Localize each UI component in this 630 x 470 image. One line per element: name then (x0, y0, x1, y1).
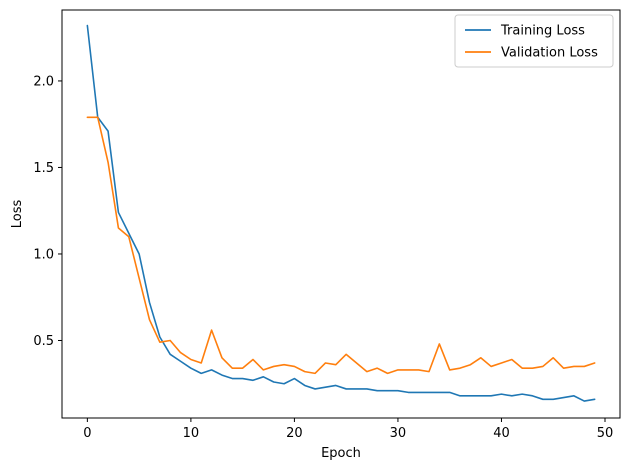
y-tick-label: 2.0 (33, 74, 54, 89)
y-axis-label: Loss (10, 200, 25, 229)
x-tick-label: 50 (597, 426, 614, 441)
legend: Training Loss Validation Loss (454, 14, 614, 68)
legend-label: Validation Loss (501, 46, 598, 61)
plot-frame (61, 9, 621, 419)
validation-loss-line (86, 116, 596, 375)
x-axis-ticks: 0 10 20 30 40 50 (83, 418, 613, 441)
y-tick-label: 1.0 (33, 247, 54, 262)
x-tick-label: 10 (183, 426, 200, 441)
x-tick-label: 30 (390, 426, 407, 441)
y-tick-label: 1.5 (33, 161, 54, 176)
legend-label: Training Loss (500, 24, 585, 39)
y-axis-ticks: 0.5 1.0 1.5 2.0 (33, 74, 62, 349)
training-loss-line (86, 24, 596, 402)
x-tick-label: 20 (286, 426, 303, 441)
x-tick-label: 0 (83, 426, 91, 441)
series-layer (86, 24, 596, 402)
legend-box (454, 14, 614, 68)
x-tick-label: 40 (493, 426, 510, 441)
x-axis-label: Epoch (321, 446, 361, 461)
y-tick-label: 0.5 (33, 334, 54, 349)
